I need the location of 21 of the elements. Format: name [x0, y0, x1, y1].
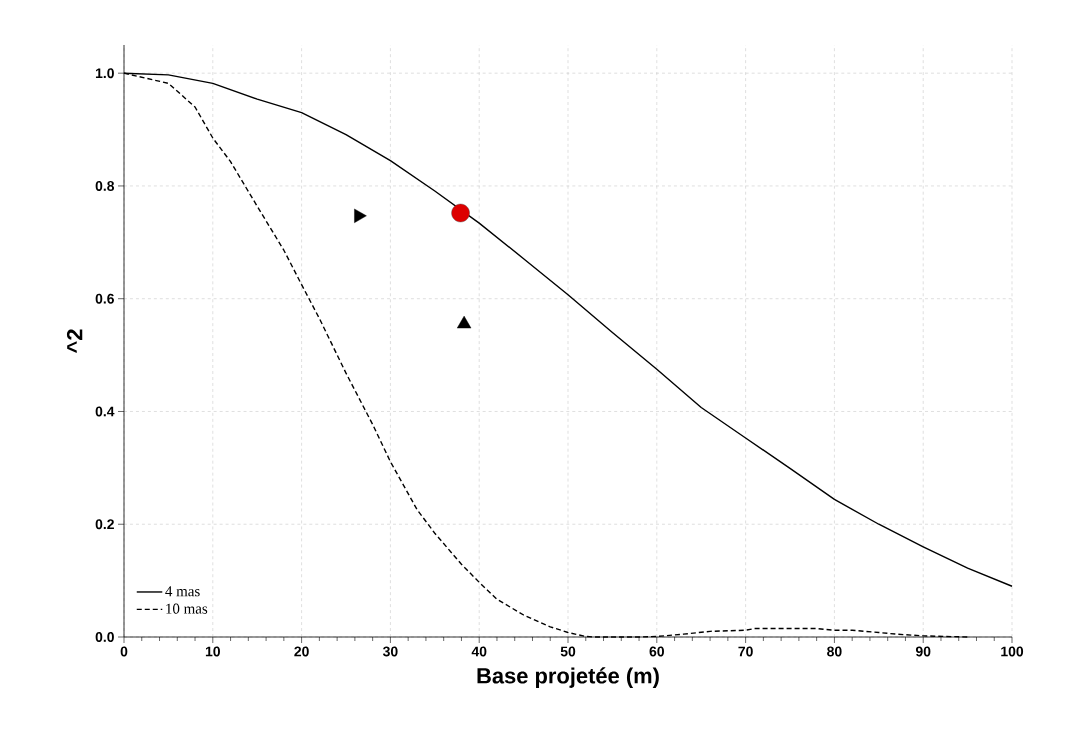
x-tick-label: 30: [382, 646, 398, 657]
y-tick-label: 0.0: [95, 632, 114, 642]
x-tick-label: 60: [649, 646, 664, 657]
x-tick-label: 20: [294, 646, 309, 657]
y-tick-label: 0.4: [95, 406, 115, 417]
x-tick-label: 100: [1001, 646, 1024, 657]
x-tick-label: 90: [915, 646, 931, 657]
x-tick-label: 50: [560, 646, 576, 657]
x-tick-label: 80: [827, 646, 842, 657]
legend-label: 4 mas: [165, 586, 200, 597]
legend-label: 10 mas: [166, 603, 208, 614]
y-tick-label: 1.0: [95, 68, 114, 79]
y-tick-label: 0.6: [95, 293, 114, 304]
y-axis-title: ^2: [66, 329, 83, 354]
x-tick-label: 40: [471, 646, 487, 657]
x-axis-title: Base projetée (m): [477, 667, 659, 688]
y-tick-label: 0.2: [95, 519, 114, 530]
x-tick-label: 0: [120, 646, 128, 657]
x-tick-label: 70: [738, 646, 753, 657]
y-tick-label: 0.8: [95, 181, 115, 191]
x-tick-label: 10: [205, 646, 220, 657]
